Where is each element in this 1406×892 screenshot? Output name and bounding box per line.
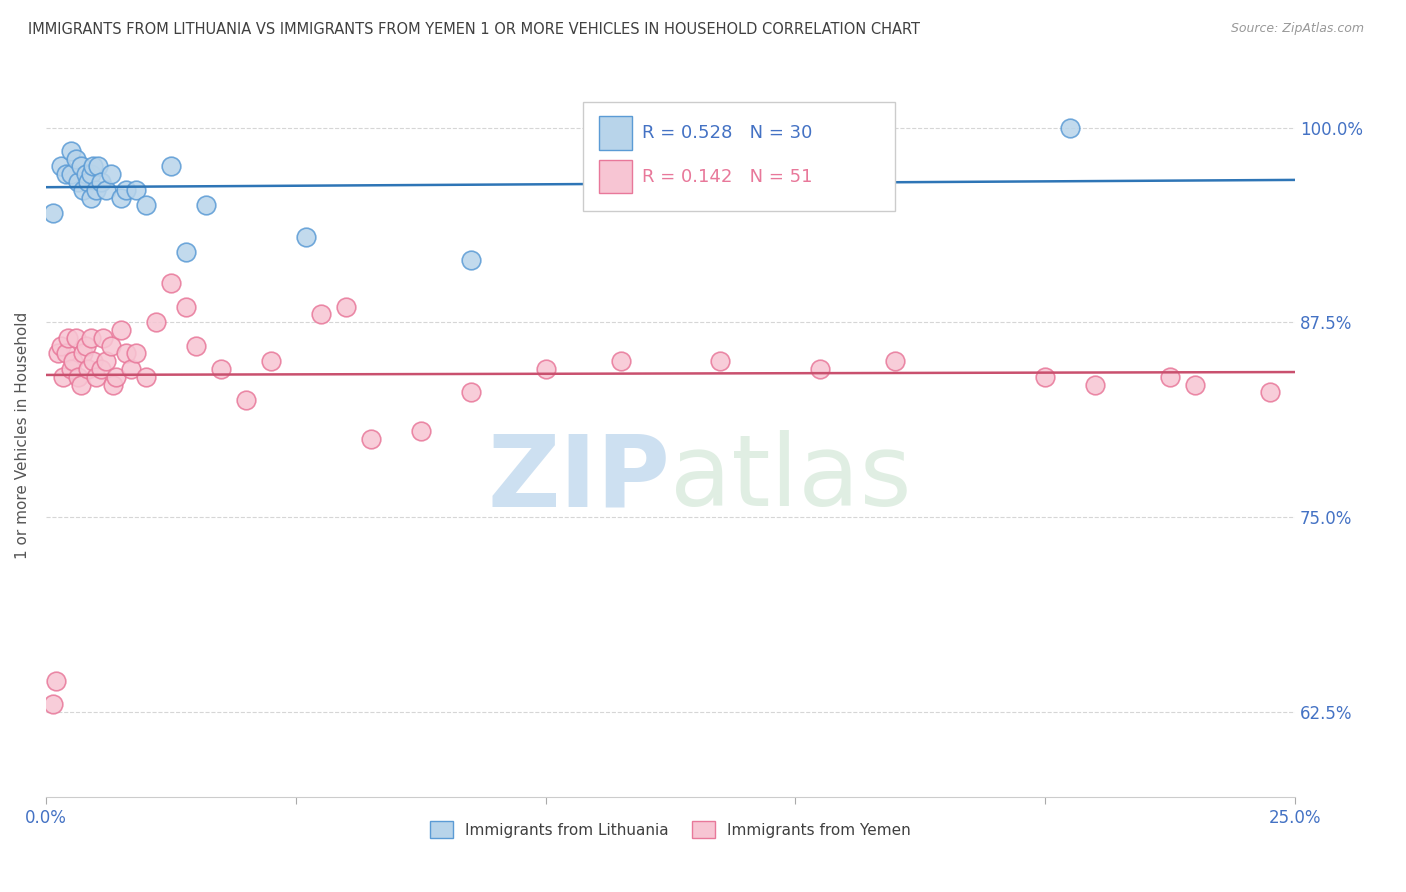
Text: R = 0.528   N = 30: R = 0.528 N = 30 [641, 124, 813, 142]
Legend: Immigrants from Lithuania, Immigrants from Yemen: Immigrants from Lithuania, Immigrants fr… [425, 815, 917, 844]
Point [135, 369, 157, 384]
Point [115, 346, 138, 360]
Point [55, 346, 77, 360]
FancyBboxPatch shape [583, 102, 896, 211]
Point [49, 338, 72, 352]
Point [77, 175, 100, 189]
Point [75, 338, 97, 352]
Point [70, 377, 93, 392]
Point [103, 377, 125, 392]
Point [110, 191, 132, 205]
Point [115, 183, 138, 197]
Point [409, 425, 432, 439]
Point [1059, 120, 1081, 135]
Point [52, 369, 75, 384]
Point [42, 206, 65, 220]
Point [194, 198, 217, 212]
Point [58, 331, 80, 345]
Point [634, 183, 657, 197]
FancyBboxPatch shape [599, 160, 631, 194]
Point [1159, 369, 1181, 384]
Point [80, 191, 103, 205]
Point [160, 160, 183, 174]
Text: IMMIGRANTS FROM LITHUANIA VS IMMIGRANTS FROM YEMEN 1 OR MORE VEHICLES IN HOUSEHO: IMMIGRANTS FROM LITHUANIA VS IMMIGRANTS … [28, 22, 920, 37]
Point [135, 198, 157, 212]
Point [84, 369, 107, 384]
Point [235, 393, 257, 408]
Point [55, 167, 77, 181]
Point [72, 183, 94, 197]
Point [49, 160, 72, 174]
Text: atlas: atlas [671, 430, 912, 527]
Point [45, 673, 67, 688]
Point [59, 167, 82, 181]
Point [174, 300, 197, 314]
Point [90, 175, 112, 189]
Point [209, 362, 232, 376]
Point [709, 354, 731, 368]
Point [62, 354, 84, 368]
Point [65, 152, 87, 166]
Point [1184, 377, 1206, 392]
Point [77, 362, 100, 376]
FancyBboxPatch shape [599, 117, 631, 150]
Point [260, 354, 283, 368]
Point [309, 308, 332, 322]
Point [145, 315, 167, 329]
Point [90, 362, 112, 376]
Point [67, 369, 90, 384]
Point [1084, 377, 1107, 392]
Point [80, 167, 103, 181]
Point [67, 175, 90, 189]
Point [460, 252, 482, 267]
Text: Source: ZipAtlas.com: Source: ZipAtlas.com [1230, 22, 1364, 36]
Point [65, 331, 87, 345]
Point [125, 183, 148, 197]
Point [48, 346, 70, 360]
Text: R = 0.142   N = 51: R = 0.142 N = 51 [641, 168, 813, 186]
Point [42, 697, 65, 711]
Point [94, 183, 117, 197]
Point [294, 229, 316, 244]
Point [160, 277, 183, 291]
Point [59, 362, 82, 376]
Point [1033, 369, 1056, 384]
Point [609, 354, 631, 368]
Point [59, 144, 82, 158]
Point [94, 354, 117, 368]
Point [82, 354, 104, 368]
Point [184, 338, 207, 352]
Point [75, 167, 97, 181]
Point [104, 369, 127, 384]
Y-axis label: 1 or more Vehicles in Household: 1 or more Vehicles in Household [15, 311, 30, 558]
Point [174, 245, 197, 260]
Text: ZIP: ZIP [488, 430, 671, 527]
Point [884, 354, 907, 368]
Point [72, 346, 94, 360]
Point [808, 362, 831, 376]
Point [460, 385, 482, 400]
Point [360, 432, 382, 446]
Point [100, 338, 122, 352]
Point [70, 160, 93, 174]
Point [125, 346, 148, 360]
Point [335, 300, 357, 314]
Point [80, 331, 103, 345]
Point [110, 323, 132, 337]
Point [84, 183, 107, 197]
Point [120, 362, 142, 376]
Point [1258, 385, 1281, 400]
Point [87, 160, 110, 174]
Point [100, 167, 122, 181]
Point [82, 160, 104, 174]
Point [93, 331, 115, 345]
Point [534, 362, 557, 376]
